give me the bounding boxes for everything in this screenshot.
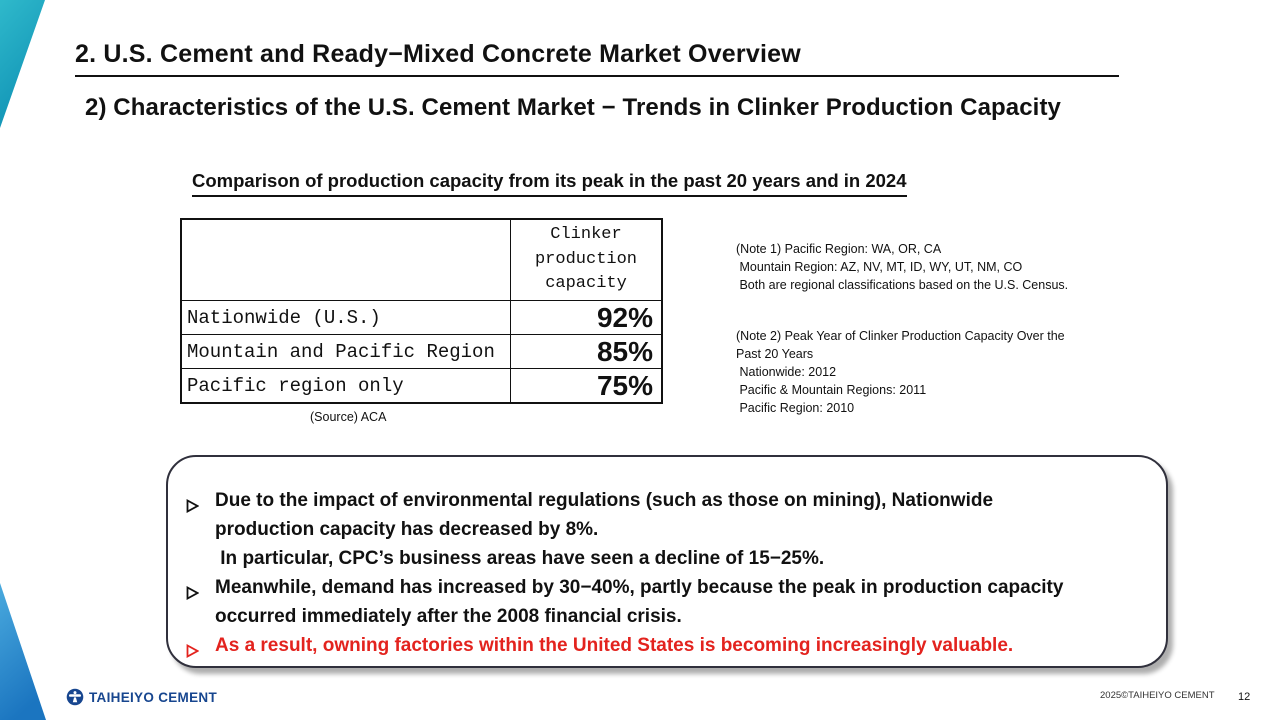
note-line: Mountain Region: AZ, NV, MT, ID, WY, UT,… xyxy=(736,260,1023,274)
bullet-text: As a result, owning factories within the… xyxy=(215,631,1013,667)
note-line: (Note 2) Peak Year of Clinker Production… xyxy=(736,329,1065,343)
bullet-item-highlight: As a result, owning factories within the… xyxy=(186,631,1146,667)
page-number: 12 xyxy=(1238,691,1251,703)
bullet-line: As a result, owning factories within the… xyxy=(215,635,1014,656)
bullet-line: Due to the impact of environmental regul… xyxy=(215,490,994,511)
bullet-line: In particular, CPC’s business areas have… xyxy=(215,548,825,569)
bullet-item: Due to the impact of environmental regul… xyxy=(186,486,1146,573)
note-1: (Note 1) Pacific Region: WA, OR, CA Moun… xyxy=(736,240,1068,294)
table-row-label: Mountain and Pacific Region xyxy=(182,334,510,368)
section-heading: Comparison of production capacity from i… xyxy=(192,170,907,197)
copyright-text: 2025©TAIHEIYO CEMENT xyxy=(1100,690,1215,701)
summary-callout-box: Due to the impact of environmental regul… xyxy=(166,455,1168,668)
logo-text: TAIHEIYO CEMENT xyxy=(89,689,218,705)
arrowhead-bullet-icon xyxy=(186,573,215,631)
table-row-label: Pacific region only xyxy=(182,368,510,402)
taiheiyo-anchor-logo-icon xyxy=(66,688,84,706)
capacity-table: Clinker production capacity Nationwide (… xyxy=(180,218,663,404)
page-subtitle: 2) Characteristics of the U.S. Cement Ma… xyxy=(85,94,1061,121)
page-title: 2. U.S. Cement and Ready−Mixed Concrete … xyxy=(75,40,801,68)
bullet-line: Meanwhile, demand has increased by 30−40… xyxy=(215,577,1064,598)
note-2: (Note 2) Peak Year of Clinker Production… xyxy=(736,327,1065,417)
arrowhead-bullet-icon xyxy=(186,631,215,667)
note-line: Pacific & Mountain Regions: 2011 xyxy=(736,383,927,397)
note-line: (Note 1) Pacific Region: WA, OR, CA xyxy=(736,242,942,256)
table-header-cell: Clinker production capacity xyxy=(510,220,661,300)
bullet-line: production capacity has decreased by 8%. xyxy=(215,519,599,540)
arrowhead-bullet-icon xyxy=(186,486,215,573)
bullet-text: Meanwhile, demand has increased by 30−40… xyxy=(215,573,1063,631)
table-row-value: 85% xyxy=(510,334,661,368)
company-logo: TAIHEIYO CEMENT xyxy=(66,688,217,706)
note-line: Both are regional classifications based … xyxy=(736,278,1069,292)
note-line: Pacific Region: 2010 xyxy=(736,401,855,415)
table-row-value: 92% xyxy=(510,300,661,334)
bullet-line: occurred immediately after the 2008 fina… xyxy=(215,606,682,627)
note-line: Past 20 Years xyxy=(736,347,814,361)
top-left-accent-icon xyxy=(0,0,45,128)
table-corner-cell xyxy=(182,220,510,300)
table-row-label: Nationwide (U.S.) xyxy=(182,300,510,334)
bullet-item: Meanwhile, demand has increased by 30−40… xyxy=(186,573,1146,631)
bullet-text: Due to the impact of environmental regul… xyxy=(215,486,993,573)
table-row-value: 75% xyxy=(510,368,661,402)
source-note: (Source) ACA xyxy=(310,410,387,424)
note-line: Nationwide: 2012 xyxy=(736,365,837,379)
bottom-left-accent-icon xyxy=(0,583,46,720)
title-underline: 2. U.S. Cement and Ready−Mixed Concrete … xyxy=(75,40,1119,77)
